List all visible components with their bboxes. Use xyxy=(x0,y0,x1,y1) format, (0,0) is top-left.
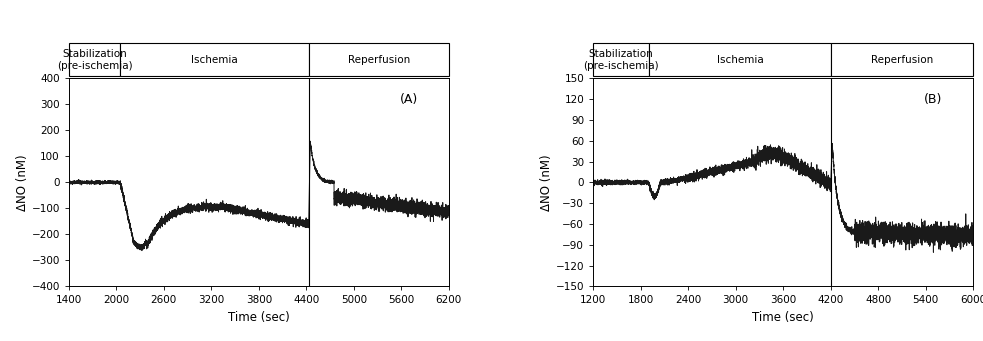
Text: Ischemia: Ischemia xyxy=(717,55,764,65)
Text: Stabilization
(pre-ischemia): Stabilization (pre-ischemia) xyxy=(583,49,659,71)
Y-axis label: ΔNO (nM): ΔNO (nM) xyxy=(16,154,29,211)
FancyBboxPatch shape xyxy=(309,43,449,76)
Text: Reperfusion: Reperfusion xyxy=(348,55,410,65)
FancyBboxPatch shape xyxy=(120,43,309,76)
FancyBboxPatch shape xyxy=(593,43,649,76)
Y-axis label: ΔNO (nM): ΔNO (nM) xyxy=(540,154,552,211)
FancyBboxPatch shape xyxy=(69,43,120,76)
Text: Reperfusion: Reperfusion xyxy=(871,55,934,65)
Text: (A): (A) xyxy=(399,93,418,106)
X-axis label: Time (sec): Time (sec) xyxy=(752,311,814,324)
Text: Stabilization
(pre-ischemia): Stabilization (pre-ischemia) xyxy=(57,49,133,71)
FancyBboxPatch shape xyxy=(649,43,832,76)
X-axis label: Time (sec): Time (sec) xyxy=(228,311,290,324)
FancyBboxPatch shape xyxy=(832,43,973,76)
Text: Ischemia: Ischemia xyxy=(191,55,238,65)
Text: (B): (B) xyxy=(924,93,942,106)
